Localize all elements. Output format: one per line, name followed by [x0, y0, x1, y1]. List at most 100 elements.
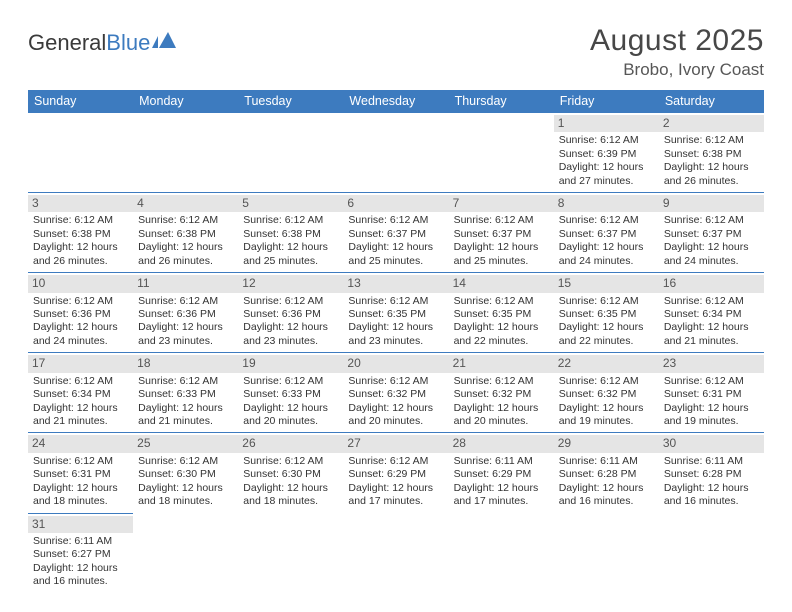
day-number: 27 [343, 435, 448, 452]
day-number: 14 [449, 275, 554, 292]
day-number: 6 [343, 195, 448, 212]
day-cell: 31 Sunrise: 6:11 AMSunset: 6:27 PMDayligh… [28, 513, 133, 593]
weekday-header: Saturday [659, 90, 764, 113]
day-cell: 6 Sunrise: 6:12 AMSunset: 6:37 PMDaylight… [343, 193, 448, 273]
day-detail: Sunrise: 6:12 AMSunset: 6:32 PMDaylight:… [347, 375, 444, 429]
day-detail: Sunrise: 6:12 AMSunset: 6:35 PMDaylight:… [453, 295, 550, 349]
day-cell: 15 Sunrise: 6:12 AMSunset: 6:35 PMDayligh… [554, 273, 659, 353]
day-detail: Sunrise: 6:11 AMSunset: 6:29 PMDaylight:… [453, 455, 550, 509]
day-number: 3 [28, 195, 133, 212]
calendar-row: 1Sunrise: 6:12 AMSunset: 6:39 PMDaylight… [28, 113, 764, 193]
day-number: 29 [554, 435, 659, 452]
day-cell: 8Sunrise: 6:12 AMSunset: 6:37 PMDaylight… [554, 193, 659, 273]
day-number: 4 [133, 195, 238, 212]
day-detail: Sunrise: 6:12 AMSunset: 6:38 PMDaylight:… [663, 134, 760, 188]
day-number: 24 [28, 435, 133, 452]
flag-icon [152, 30, 178, 56]
header: GeneralBlue August 2025 Brobo, Ivory Coa… [28, 24, 764, 80]
day-detail: Sunrise: 6:11 AMSunset: 6:28 PMDaylight:… [558, 455, 655, 509]
day-cell: 16 Sunrise: 6:12 AMSunset: 6:34 PMDayligh… [659, 273, 764, 353]
day-detail: Sunrise: 6:12 AMSunset: 6:36 PMDaylight:… [137, 295, 234, 349]
day-cell: 19Sunrise: 6:12 AMSunset: 6:33 PMDayligh… [238, 353, 343, 433]
day-detail: Sunrise: 6:11 AMSunset: 6:27 PMDaylight:… [32, 535, 129, 589]
brand-part1: General [28, 30, 106, 56]
empty-cell [449, 113, 554, 193]
day-cell: 21 Sunrise: 6:12 AMSunset: 6:32 PMDayligh… [449, 353, 554, 433]
weekday-header: Thursday [449, 90, 554, 113]
day-number: 13 [343, 275, 448, 292]
day-detail: Sunrise: 6:12 AMSunset: 6:38 PMDaylight:… [32, 214, 129, 268]
day-number: 30 [659, 435, 764, 452]
day-number: 8 [554, 195, 659, 212]
day-cell: 13Sunrise: 6:12 AMSunset: 6:35 PMDayligh… [343, 273, 448, 353]
day-number: 18 [133, 355, 238, 372]
calendar-page: GeneralBlue August 2025 Brobo, Ivory Coa… [0, 0, 792, 605]
day-number: 10 [28, 275, 133, 292]
empty-cell [554, 513, 659, 593]
day-detail: Sunrise: 6:12 AMSunset: 6:35 PMDaylight:… [558, 295, 655, 349]
empty-cell [238, 113, 343, 193]
day-cell: 12Sunrise: 6:12 AMSunset: 6:36 PMDayligh… [238, 273, 343, 353]
empty-cell [343, 513, 448, 593]
day-number: 15 [554, 275, 659, 292]
empty-cell [238, 513, 343, 593]
day-cell: 7 Sunrise: 6:12 AMSunset: 6:37 PMDaylight… [449, 193, 554, 273]
weekday-row: SundayMondayTuesdayWednesdayThursdayFrid… [28, 90, 764, 113]
weekday-header: Friday [554, 90, 659, 113]
calendar-row: 3 Sunrise: 6:12 AMSunset: 6:38 PMDaylight… [28, 193, 764, 273]
calendar-row: 24 Sunrise: 6:12 AMSunset: 6:31 PMDayligh… [28, 433, 764, 513]
day-detail: Sunrise: 6:12 AMSunset: 6:31 PMDaylight:… [32, 455, 129, 509]
day-number: 28 [449, 435, 554, 452]
day-detail: Sunrise: 6:12 AMSunset: 6:32 PMDaylight:… [453, 375, 550, 429]
empty-cell [659, 513, 764, 593]
day-cell: 28 Sunrise: 6:11 AMSunset: 6:29 PMDayligh… [449, 433, 554, 513]
day-detail: Sunrise: 6:12 AMSunset: 6:36 PMDaylight:… [32, 295, 129, 349]
day-number: 9 [659, 195, 764, 212]
title-block: August 2025 Brobo, Ivory Coast [590, 24, 764, 80]
day-cell: 11Sunrise: 6:12 AMSunset: 6:36 PMDayligh… [133, 273, 238, 353]
empty-cell [133, 513, 238, 593]
empty-cell [133, 113, 238, 193]
day-cell: 1Sunrise: 6:12 AMSunset: 6:39 PMDaylight… [554, 113, 659, 193]
empty-cell [343, 113, 448, 193]
day-number: 16 [659, 275, 764, 292]
day-number: 31 [28, 516, 133, 533]
day-cell: 10 Sunrise: 6:12 AMSunset: 6:36 PMDayligh… [28, 273, 133, 353]
day-cell: 24 Sunrise: 6:12 AMSunset: 6:31 PMDayligh… [28, 433, 133, 513]
empty-cell [28, 113, 133, 193]
day-number: 12 [238, 275, 343, 292]
weekday-header: Monday [133, 90, 238, 113]
brand-part2: Blue [106, 30, 150, 56]
day-detail: Sunrise: 6:12 AMSunset: 6:29 PMDaylight:… [347, 455, 444, 509]
day-cell: 30 Sunrise: 6:11 AMSunset: 6:28 PMDayligh… [659, 433, 764, 513]
brand-logo: GeneralBlue [28, 24, 178, 56]
day-number: 7 [449, 195, 554, 212]
day-detail: Sunrise: 6:12 AMSunset: 6:31 PMDaylight:… [663, 375, 760, 429]
day-cell: 25Sunrise: 6:12 AMSunset: 6:30 PMDayligh… [133, 433, 238, 513]
day-cell: 26Sunrise: 6:12 AMSunset: 6:30 PMDayligh… [238, 433, 343, 513]
calendar-body: 1Sunrise: 6:12 AMSunset: 6:39 PMDaylight… [28, 113, 764, 593]
month-title: August 2025 [590, 24, 764, 58]
day-number: 25 [133, 435, 238, 452]
day-cell: 5 Sunrise: 6:12 AMSunset: 6:38 PMDaylight… [238, 193, 343, 273]
day-detail: Sunrise: 6:12 AMSunset: 6:38 PMDaylight:… [242, 214, 339, 268]
day-cell: 20Sunrise: 6:12 AMSunset: 6:32 PMDayligh… [343, 353, 448, 433]
day-cell: 27 Sunrise: 6:12 AMSunset: 6:29 PMDayligh… [343, 433, 448, 513]
day-detail: Sunrise: 6:12 AMSunset: 6:32 PMDaylight:… [558, 375, 655, 429]
day-detail: Sunrise: 6:12 AMSunset: 6:37 PMDaylight:… [347, 214, 444, 268]
calendar-row: 17Sunrise: 6:12 AMSunset: 6:34 PMDayligh… [28, 353, 764, 433]
day-detail: Sunrise: 6:12 AMSunset: 6:30 PMDaylight:… [242, 455, 339, 509]
calendar-table: SundayMondayTuesdayWednesdayThursdayFrid… [28, 90, 764, 593]
day-number: 21 [449, 355, 554, 372]
day-number: 2 [659, 115, 764, 132]
day-detail: Sunrise: 6:12 AMSunset: 6:37 PMDaylight:… [453, 214, 550, 268]
day-detail: Sunrise: 6:11 AMSunset: 6:28 PMDaylight:… [663, 455, 760, 509]
day-cell: 18Sunrise: 6:12 AMSunset: 6:33 PMDayligh… [133, 353, 238, 433]
day-cell: 2 Sunrise: 6:12 AMSunset: 6:38 PMDaylight… [659, 113, 764, 193]
day-number: 23 [659, 355, 764, 372]
calendar-row: 10Sunrise: 6:12 AMSunset: 6:36 PMDayligh… [28, 273, 764, 353]
weekday-header: Wednesday [343, 90, 448, 113]
day-detail: Sunrise: 6:12 AMSunset: 6:34 PMDaylight:… [663, 295, 760, 349]
day-detail: Sunrise: 6:12 AMSunset: 6:33 PMDaylight:… [242, 375, 339, 429]
day-number: 5 [238, 195, 343, 212]
